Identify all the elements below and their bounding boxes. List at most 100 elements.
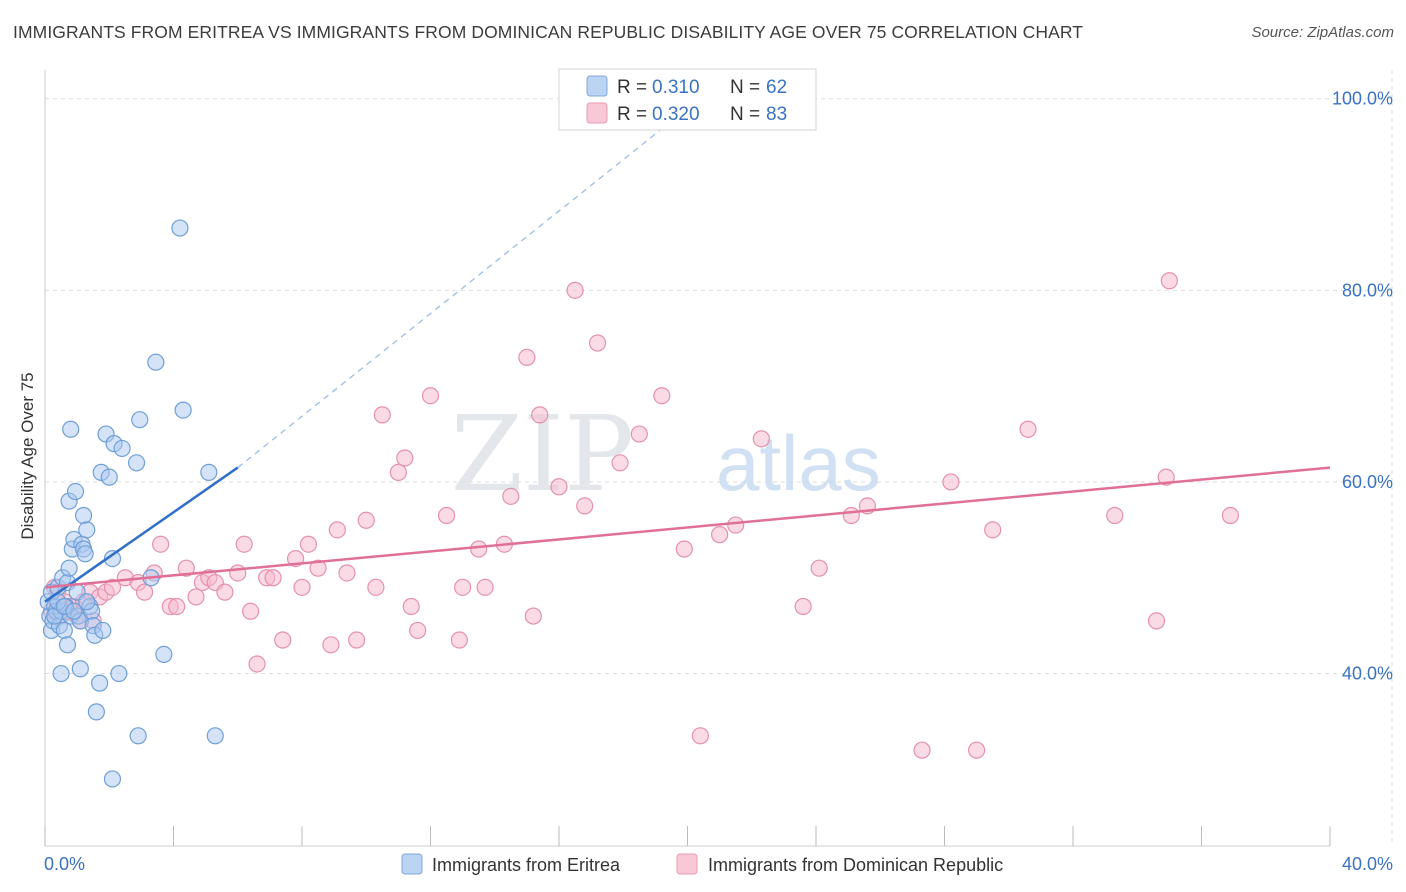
data-point (402, 597, 420, 616)
legend-n-value-2: 83 (766, 104, 787, 125)
data-point (127, 454, 146, 472)
data-point (91, 674, 109, 692)
data-point (409, 621, 427, 640)
data-point (502, 487, 520, 505)
source-credit: Source: ZipAtlas.com (1251, 24, 1394, 41)
legend-r-label-2: R = (617, 104, 647, 125)
data-point (437, 506, 456, 525)
data-point (216, 583, 234, 601)
data-point (62, 420, 80, 438)
data-point (309, 559, 327, 577)
data-point (727, 516, 745, 534)
data-point (229, 564, 247, 582)
y-tick-label-40: 40.0% (1342, 664, 1393, 684)
data-point (1147, 612, 1166, 630)
data-point (248, 655, 266, 673)
data-point (675, 540, 693, 558)
y-tick-label-80: 80.0% (1342, 280, 1393, 300)
data-point (177, 559, 195, 577)
data-point (100, 468, 118, 486)
data-point (752, 430, 770, 448)
data-point (129, 727, 147, 745)
data-point (968, 741, 986, 759)
data-point (348, 631, 366, 649)
data-point (55, 621, 73, 640)
data-point (87, 703, 106, 721)
data-point (274, 631, 292, 649)
data-point (103, 578, 122, 596)
data-point (135, 583, 154, 601)
data-point (264, 569, 282, 587)
y-tick-label-60: 60.0% (1342, 472, 1393, 492)
data-point (155, 645, 173, 663)
data-point (187, 588, 205, 606)
data-point (338, 564, 356, 582)
series-legend-swatch-dominican (676, 853, 698, 875)
data-point (711, 526, 729, 544)
data-point (1019, 420, 1037, 438)
data-point (476, 578, 494, 596)
data-point (206, 727, 224, 745)
legend-r-label-1: R = (617, 77, 647, 98)
data-point (588, 334, 607, 352)
data-point (653, 387, 671, 405)
legend-r-value-2: 0.320 (652, 104, 700, 125)
data-point (450, 631, 469, 649)
data-point (235, 535, 253, 553)
data-point (60, 559, 78, 577)
data-point (103, 770, 122, 788)
data-point (71, 660, 89, 678)
data-point (913, 741, 931, 759)
data-point (78, 521, 96, 539)
data-point (174, 401, 192, 419)
data-point (131, 411, 149, 429)
data-point (611, 454, 629, 472)
data-point (200, 463, 218, 481)
trend-line-dominican (44, 466, 1331, 589)
watermark-atlas: atlas (716, 419, 881, 507)
series-legend: Immigrants from Eritrea Immigrants from … (401, 853, 1003, 875)
data-point (168, 597, 186, 616)
data-point (242, 602, 260, 620)
data-point (94, 621, 112, 640)
data-point (576, 497, 594, 515)
data-point (524, 607, 542, 625)
data-point (103, 549, 122, 568)
data-point (1157, 468, 1175, 486)
data-point (794, 597, 812, 616)
data-point (630, 425, 648, 443)
data-point (691, 727, 709, 745)
chart-title: IMMIGRANTS FROM ERITREA VS IMMIGRANTS FR… (13, 22, 1084, 42)
data-point (78, 593, 96, 611)
data-point (74, 506, 93, 525)
data-point (152, 535, 170, 553)
y-axis-title: Disability Age Over 75 (18, 372, 37, 539)
data-point (357, 511, 375, 529)
series-legend-label-dominican: Immigrants from Dominican Republic (708, 855, 1003, 875)
tick-labels: 40.0% 60.0% 80.0% 100.0% 0.0% 40.0% (44, 89, 1393, 874)
legend-n-label-1: N = (730, 77, 760, 98)
legend-n-value-1: 62 (766, 77, 787, 98)
data-point (52, 664, 70, 683)
legend-swatch-eritrea (586, 75, 608, 97)
data-point (113, 439, 131, 458)
legend-r-value-1: 0.310 (652, 77, 700, 98)
data-point (76, 545, 94, 563)
data-point (396, 449, 414, 467)
data-point (984, 521, 1002, 539)
x-tick-label-max: 40.0% (1342, 854, 1393, 874)
series-legend-label-eritrea: Immigrants from Eritrea (432, 855, 621, 875)
y-tick-label-100: 100.0% (1332, 89, 1393, 109)
data-point (454, 578, 472, 596)
data-point (66, 482, 85, 501)
data-point (147, 353, 165, 371)
stats-legend: R = 0.310 N = 62 R = 0.320 N = 83 (558, 68, 817, 131)
data-point (171, 219, 189, 237)
data-point (299, 535, 318, 553)
eritrea-points (39, 219, 224, 788)
legend-swatch-dominican (586, 102, 608, 124)
data-point (110, 664, 128, 683)
data-point (470, 540, 488, 558)
dominican-republic-points (42, 272, 1240, 759)
